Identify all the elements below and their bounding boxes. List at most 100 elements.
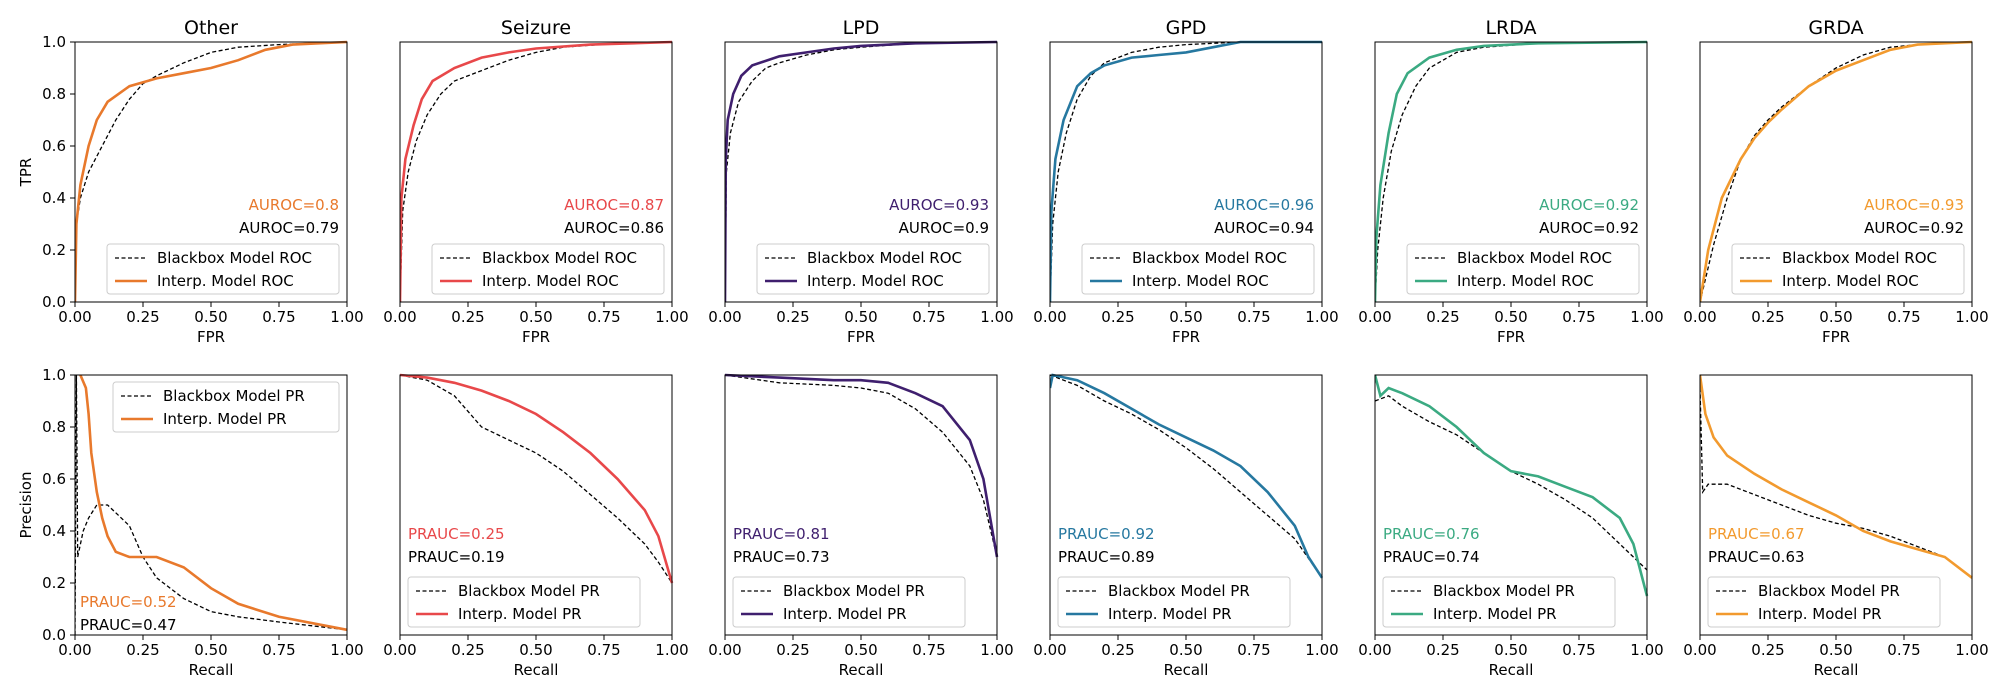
legend-label-interp: Interp. Model ROC [1782, 272, 1919, 290]
legend: Blackbox Model ROC Interp. Model ROC [756, 243, 990, 295]
y-axis-label: Precision [17, 472, 35, 539]
y-tick-label: 0.2 [42, 574, 66, 592]
interp-series-line [400, 373, 674, 584]
x-tick-label: 0.00 [1683, 308, 1716, 326]
blackbox-series-line [1700, 387, 1973, 579]
panel-8: 0.00 0.25 0.50 0.75 1.00 Recall PRAUC=0.81 PRAU… [708, 373, 1014, 679]
legend-label-interp: Interp. Model PR [1108, 605, 1232, 623]
x-tick-label: 1.00 [1955, 641, 1988, 659]
x-tick-label: 0.00 [1033, 641, 1066, 659]
panel-4: 0.00 0.25 0.50 0.75 1.00 LRDA FPR AUROC=0.92 AUR… [1358, 17, 1663, 346]
x-tick-label: 0.25 [126, 641, 159, 659]
x-tick-label: 0.00 [1033, 308, 1066, 326]
metric-interp: AUROC=0.96 [1214, 196, 1314, 214]
x-tick-label: 0.75 [1237, 308, 1270, 326]
x-axis-label: FPR [1822, 328, 1850, 346]
x-tick-label: 0.00 [708, 641, 741, 659]
panel-title: GPD [1166, 17, 1207, 39]
x-tick-label: 0.50 [844, 641, 877, 659]
x-tick-label: 0.50 [1494, 308, 1527, 326]
panel-5: 0.00 0.25 0.50 0.75 1.00 GRDA FPR AUROC=0.93 AUR… [1683, 17, 1988, 346]
x-tick-label: 0.25 [126, 308, 159, 326]
x-axis-label: FPR [847, 328, 875, 346]
panel-title: Seizure [501, 17, 571, 39]
legend-box [732, 576, 966, 628]
x-axis-label: FPR [1497, 328, 1525, 346]
legend-box [1406, 243, 1640, 295]
panel-7: 0.00 0.25 0.50 0.75 1.00 Recall PRAUC=0.25 PRAU… [383, 373, 689, 679]
legend: Blackbox Model PR Interp. Model PR [407, 576, 641, 628]
legend-label-blackbox: Blackbox Model ROC [1457, 249, 1612, 267]
interp-series-line [1375, 40, 1648, 303]
x-axis-label: FPR [522, 328, 550, 346]
x-tick-label: 0.50 [519, 641, 552, 659]
legend-label-blackbox: Blackbox Model PR [1433, 582, 1575, 600]
legend: Blackbox Model ROC Interp. Model ROC [431, 243, 665, 295]
legend-label-interp: Interp. Model PR [783, 605, 907, 623]
x-tick-label: 0.00 [708, 308, 741, 326]
panel-3: 0.00 0.25 0.50 0.75 1.00 GPD FPR AUROC=0.96 AURO… [1033, 17, 1338, 346]
panel-title: Other [184, 17, 238, 39]
metric-blackbox: AUROC=0.79 [239, 219, 339, 237]
x-tick-label: 0.00 [1358, 308, 1391, 326]
y-tick-label: 0.4 [42, 189, 66, 207]
y-tick-label: 1.0 [42, 366, 66, 384]
legend-label-interp: Interp. Model PR [1758, 605, 1882, 623]
x-tick-label: 0.25 [451, 641, 484, 659]
x-tick-label: 0.25 [776, 308, 809, 326]
legend: Blackbox Model ROC Interp. Model ROC [1081, 243, 1315, 295]
x-axis-label: Recall [839, 661, 884, 679]
x-tick-label: 0.25 [1751, 308, 1784, 326]
legend: Blackbox Model ROC Interp. Model ROC [1731, 243, 1965, 295]
blackbox-series-line [1700, 41, 1973, 303]
x-tick-label: 0.50 [194, 308, 227, 326]
x-tick-label: 0.00 [383, 308, 416, 326]
x-tick-label: 0.25 [1426, 641, 1459, 659]
legend-label-blackbox: Blackbox Model PR [1108, 582, 1250, 600]
legend-box [431, 243, 665, 295]
y-tick-label: 0.8 [42, 418, 66, 436]
x-tick-label: 0.75 [587, 308, 620, 326]
legend-label-blackbox: Blackbox Model PR [458, 582, 600, 600]
x-tick-label: 0.00 [58, 308, 91, 326]
legend-box [1081, 243, 1315, 295]
blackbox-series-line [1375, 395, 1648, 571]
legend-label-blackbox: Blackbox Model ROC [157, 249, 312, 267]
metric-interp: PRAUC=0.52 [80, 593, 177, 611]
panel-10: 0.00 0.25 0.50 0.75 1.00 Recall PRAUC=0.76 PRAU… [1358, 374, 1664, 679]
x-tick-label: 1.00 [1955, 308, 1988, 326]
metric-interp: PRAUC=0.25 [408, 525, 505, 543]
x-tick-label: 1.00 [1305, 641, 1338, 659]
x-tick-label: 1.00 [1630, 641, 1663, 659]
x-tick-label: 0.50 [1819, 308, 1852, 326]
x-tick-label: 1.00 [1305, 308, 1338, 326]
interp-series-line [725, 40, 998, 303]
x-axis-label: FPR [197, 328, 225, 346]
metric-blackbox: PRAUC=0.73 [733, 548, 830, 566]
interp-series-line [75, 40, 348, 303]
metric-blackbox: AUROC=0.92 [1864, 219, 1964, 237]
legend-box [407, 576, 641, 628]
x-tick-label: 0.25 [776, 641, 809, 659]
y-axis-label: TPR [17, 158, 35, 188]
x-tick-label: 0.00 [58, 641, 91, 659]
blackbox-series-line [725, 374, 998, 558]
x-axis-label: Recall [514, 661, 559, 679]
panel-9: 0.00 0.25 0.50 0.75 1.00 Recall PRAUC=0.92 PRAU… [1033, 373, 1339, 679]
x-tick-label: 0.50 [844, 308, 877, 326]
panel-0: 0.00 0.25 0.50 0.75 1.00 0.0 0.2 0.4 0.6 0.8 1.0 Ot… [17, 17, 364, 346]
y-tick-label: 0.0 [42, 626, 66, 644]
legend-label-interp: Interp. Model ROC [1457, 272, 1594, 290]
y-tick-label: 1.0 [42, 33, 66, 51]
x-tick-label: 0.75 [1237, 641, 1270, 659]
metric-blackbox: AUROC=0.86 [564, 219, 664, 237]
x-tick-label: 0.75 [1562, 641, 1595, 659]
metric-interp: AUROC=0.92 [1539, 196, 1639, 214]
x-tick-label: 1.00 [980, 308, 1013, 326]
metric-interp: AUROC=0.93 [889, 196, 989, 214]
x-axis-label: Recall [1814, 661, 1859, 679]
legend-label-blackbox: Blackbox Model PR [783, 582, 925, 600]
metric-blackbox: PRAUC=0.63 [1708, 548, 1805, 566]
x-tick-label: 0.00 [1683, 641, 1716, 659]
legend: Blackbox Model PR Interp. Model PR [1382, 576, 1616, 628]
